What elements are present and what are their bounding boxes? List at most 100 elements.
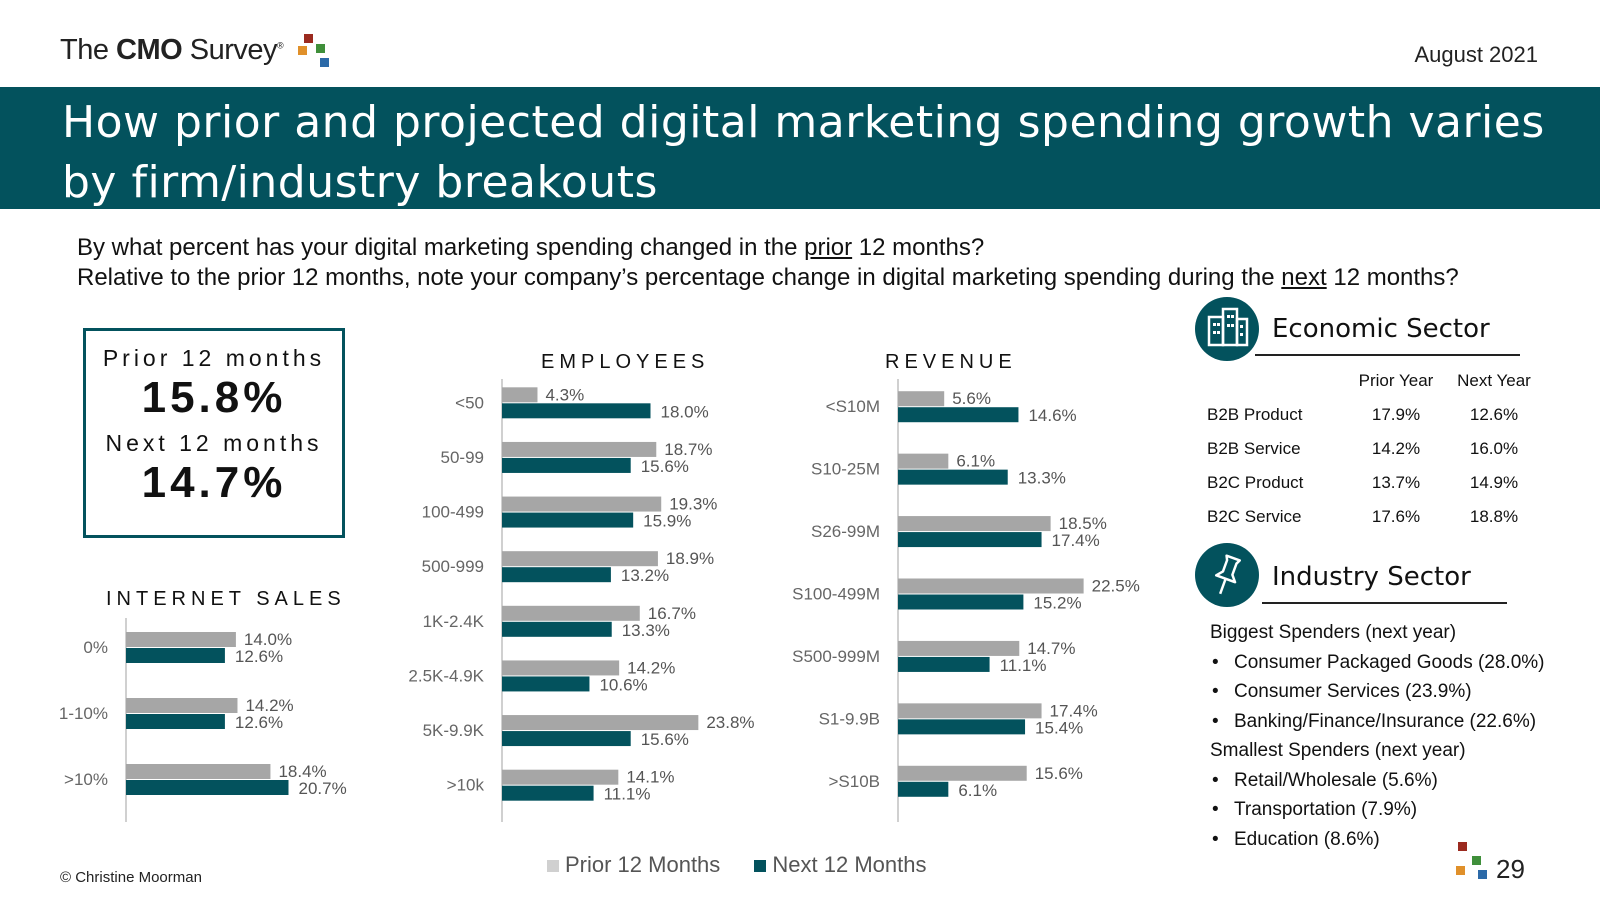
category-label: >S10B [828,772,880,791]
category-label: 1K-2.4K [423,612,485,631]
prior-label: Prior 12 months [102,345,326,371]
bar-next [898,594,1024,610]
cmo-survey-logo: The CMO Survey® [60,34,284,66]
report-date: August 2021 [1414,42,1538,67]
data-label-prior: 15.6% [1035,764,1083,783]
economic-sector-rule [1255,354,1520,356]
bar-prior [502,660,620,676]
chart-legend: Prior 12 Months Next 12 Months [547,852,955,878]
category-label: S100-499M [792,585,880,604]
chart-title-revenue: REVENUE [885,351,1017,373]
category-label: <S10M [826,397,880,416]
bar-next [126,780,289,795]
bar-prior [898,703,1042,719]
data-label-prior: 4.3% [545,385,584,404]
table-header: Next Year [1457,371,1531,390]
data-label-next: 15.6% [641,730,689,749]
data-label-prior: 19.3% [669,495,717,514]
data-label-next: 20.7% [298,779,346,798]
data-label-next: 12.6% [235,713,283,732]
list-item: Retail/Wholesale (5.6%) [1210,766,1545,796]
question-prior: By what percent has your digital marketi… [77,234,985,261]
table-cell: B2C Service [1207,507,1302,526]
category-label: S1-9.9B [819,709,880,728]
industry-sector-rule [1262,602,1507,604]
category-label: >10% [64,770,108,789]
table-cell: 17.9% [1371,405,1421,424]
industry-sector-title: Industry Sector [1272,562,1471,592]
table-cell: 16.0% [1469,439,1519,458]
bar-next [502,731,631,747]
bar-prior [898,516,1051,532]
list-item: Banking/Finance/Insurance (22.6%) [1210,707,1545,737]
table-row: B2C Service 17.6% 18.8% [1207,500,1543,534]
bar-prior [502,496,662,512]
bar-next [126,648,225,663]
bar-next [898,407,1019,423]
data-label-next: 15.4% [1035,718,1083,737]
chart-title-employees: EMPLOYEES [541,351,710,373]
data-label-prior: 16.7% [648,604,696,623]
data-label-next: 17.4% [1052,531,1100,550]
page-number: 29 [1496,854,1525,884]
data-label-prior: 6.1% [956,452,995,471]
table-cell: 12.6% [1469,405,1519,424]
table-row: B2C Product 13.7% 14.9% [1207,466,1543,500]
bar-prior [898,578,1084,594]
bar-next [898,469,1008,485]
bar-prior [502,387,538,403]
bar-next [502,512,634,528]
data-label-next: 13.3% [622,621,670,640]
table-row: B2B Service 14.2% 16.0% [1207,432,1543,466]
table-cell: 13.7% [1371,473,1421,492]
data-label-next: 15.2% [1033,594,1081,613]
data-label-next: 14.6% [1028,406,1076,425]
bar-prior [502,441,657,457]
data-label-prior: 14.2% [627,658,675,677]
bar-prior [898,391,945,407]
category-label: 50-99 [441,448,484,467]
list-item: Transportation (7.9%) [1210,795,1545,825]
table-header [1207,364,1347,398]
data-label-next: 18.0% [661,402,709,421]
data-label-next: 15.9% [643,512,691,531]
category-label: 1-10% [59,704,108,723]
category-label: S26-99M [811,522,880,541]
bar-prior [898,453,949,469]
bar-next [502,403,651,419]
table-cell: 17.6% [1371,507,1421,526]
bar-prior [502,769,619,785]
bar-next [502,621,612,637]
category-label: 500-999 [422,557,484,576]
bar-prior [502,551,658,567]
bar-next [126,714,225,729]
bar-next [898,532,1042,548]
table-row: B2B Product 17.9% 12.6% [1207,398,1543,432]
data-label-prior: 14.0% [244,630,292,649]
data-label-next: 11.1% [1000,656,1047,675]
bar-next [898,719,1026,735]
data-label-prior: 18.7% [664,440,712,459]
data-label-prior: 5.6% [952,389,991,408]
data-label-next: 12.6% [235,647,283,666]
overall-summary-box: Prior 12 months 15.8% Next 12 months 14.… [83,328,345,538]
legend-prior: Prior 12 Months [547,852,720,878]
data-label-next: 6.1% [958,781,997,800]
biggest-spenders-list: Consumer Packaged Goods (28.0%) Consumer… [1210,648,1545,737]
next-value: 14.7% [141,458,287,507]
data-label-prior: 18.9% [666,549,714,568]
bar-next [898,781,949,797]
bar-prior [898,765,1027,781]
category-label: S10-25M [811,460,880,479]
biggest-spenders-label: Biggest Spenders (next year) [1210,622,1457,643]
smallest-spenders-list: Retail/Wholesale (5.6%) Transportation (… [1210,766,1545,855]
bar-next [502,457,631,473]
corner-dots-icon [1456,842,1490,882]
legend-next-swatch [754,860,767,873]
page-title: How prior and projected digital marketin… [62,97,1545,208]
data-label-next: 11.1% [604,785,651,804]
bar-prior [126,764,271,779]
category-label: <50 [455,393,484,412]
bar-prior [126,698,238,713]
